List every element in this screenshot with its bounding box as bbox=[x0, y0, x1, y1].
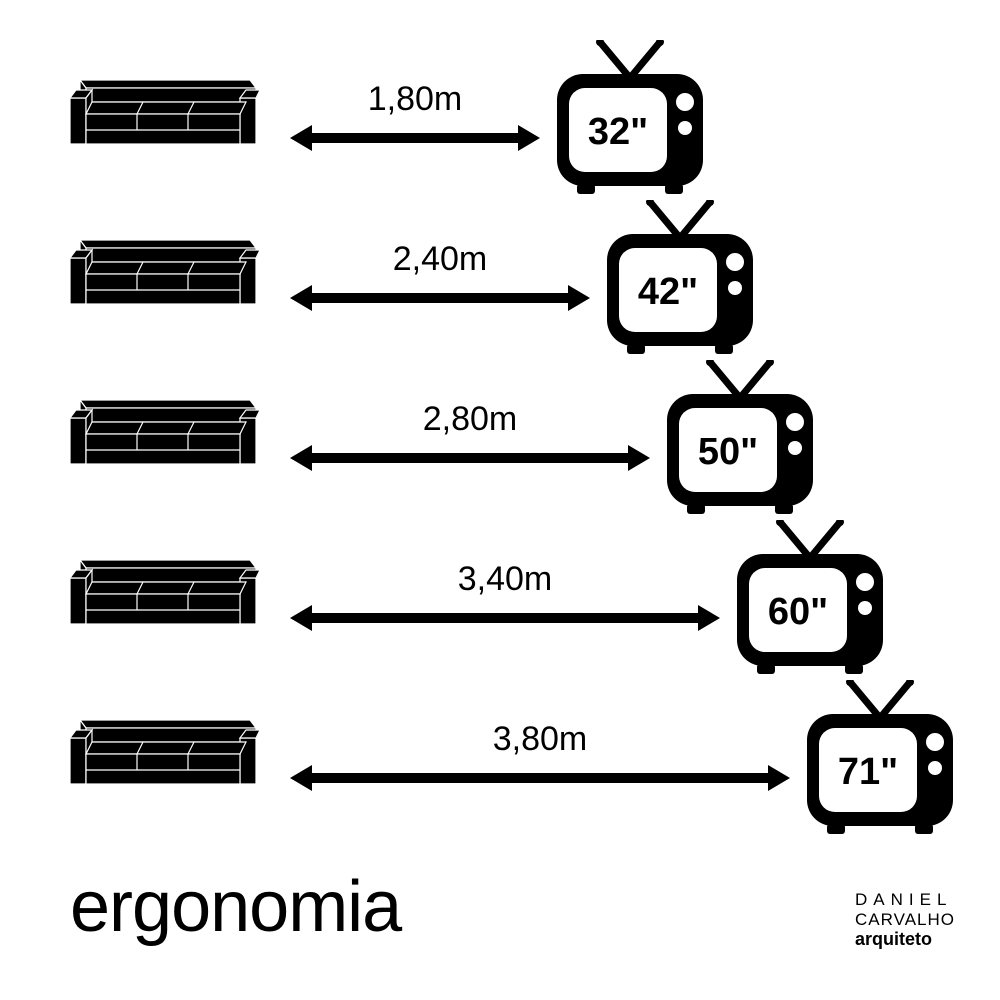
distance-arrow-icon bbox=[290, 121, 540, 155]
distance-indicator: 2,40m bbox=[290, 240, 590, 320]
sofa-icon bbox=[70, 240, 260, 315]
distance-label: 2,40m bbox=[290, 240, 590, 279]
distance-indicator: 3,80m bbox=[290, 720, 790, 800]
credit-line-3: arquiteto bbox=[855, 929, 955, 950]
credit-block: DANIEL CARVALHO arquiteto bbox=[855, 890, 955, 950]
tv-icon: 60" bbox=[735, 520, 885, 675]
distance-indicator: 1,80m bbox=[290, 80, 540, 160]
distance-indicator: 3,40m bbox=[290, 560, 720, 640]
distance-label: 3,40m bbox=[290, 560, 720, 599]
infographic-title: ergonomia bbox=[70, 866, 401, 948]
distance-label: 1,80m bbox=[290, 80, 540, 119]
sofa-icon bbox=[70, 80, 260, 155]
credit-line-2: CARVALHO bbox=[855, 910, 955, 930]
distance-arrow-icon bbox=[290, 281, 590, 315]
tv-size-label: 50" bbox=[698, 431, 758, 473]
ergonomics-row: 2,40m 42" bbox=[0, 205, 1000, 355]
distance-arrow-icon bbox=[290, 601, 720, 635]
sofa-icon bbox=[70, 560, 260, 635]
ergonomics-row: 1,80m 32" bbox=[0, 45, 1000, 195]
tv: 60" bbox=[735, 520, 885, 680]
sofa bbox=[70, 560, 260, 640]
tv-size-label: 32" bbox=[588, 111, 648, 153]
tv-size-label: 42" bbox=[638, 271, 698, 313]
distance-label: 2,80m bbox=[290, 400, 650, 439]
tv: 32" bbox=[555, 40, 705, 200]
distance-indicator: 2,80m bbox=[290, 400, 650, 480]
ergonomics-row: 3,80m 71" bbox=[0, 685, 1000, 835]
distance-arrow-icon bbox=[290, 761, 790, 795]
ergonomics-row: 2,80m 50" bbox=[0, 365, 1000, 515]
distance-label: 3,80m bbox=[290, 720, 790, 759]
sofa bbox=[70, 400, 260, 480]
tv: 71" bbox=[805, 680, 955, 840]
distance-arrow-icon bbox=[290, 441, 650, 475]
credit-line-1: DANIEL bbox=[855, 890, 955, 910]
tv-size-label: 60" bbox=[768, 591, 828, 633]
sofa bbox=[70, 720, 260, 800]
tv-icon: 32" bbox=[555, 40, 705, 195]
sofa bbox=[70, 240, 260, 320]
tv-icon: 71" bbox=[805, 680, 955, 835]
sofa-icon bbox=[70, 400, 260, 475]
tv: 50" bbox=[665, 360, 815, 520]
sofa bbox=[70, 80, 260, 160]
tv-icon: 50" bbox=[665, 360, 815, 515]
tv-icon: 42" bbox=[605, 200, 755, 355]
tv: 42" bbox=[605, 200, 755, 360]
tv-size-label: 71" bbox=[838, 751, 898, 793]
ergonomics-row: 3,40m 60" bbox=[0, 525, 1000, 675]
sofa-icon bbox=[70, 720, 260, 795]
